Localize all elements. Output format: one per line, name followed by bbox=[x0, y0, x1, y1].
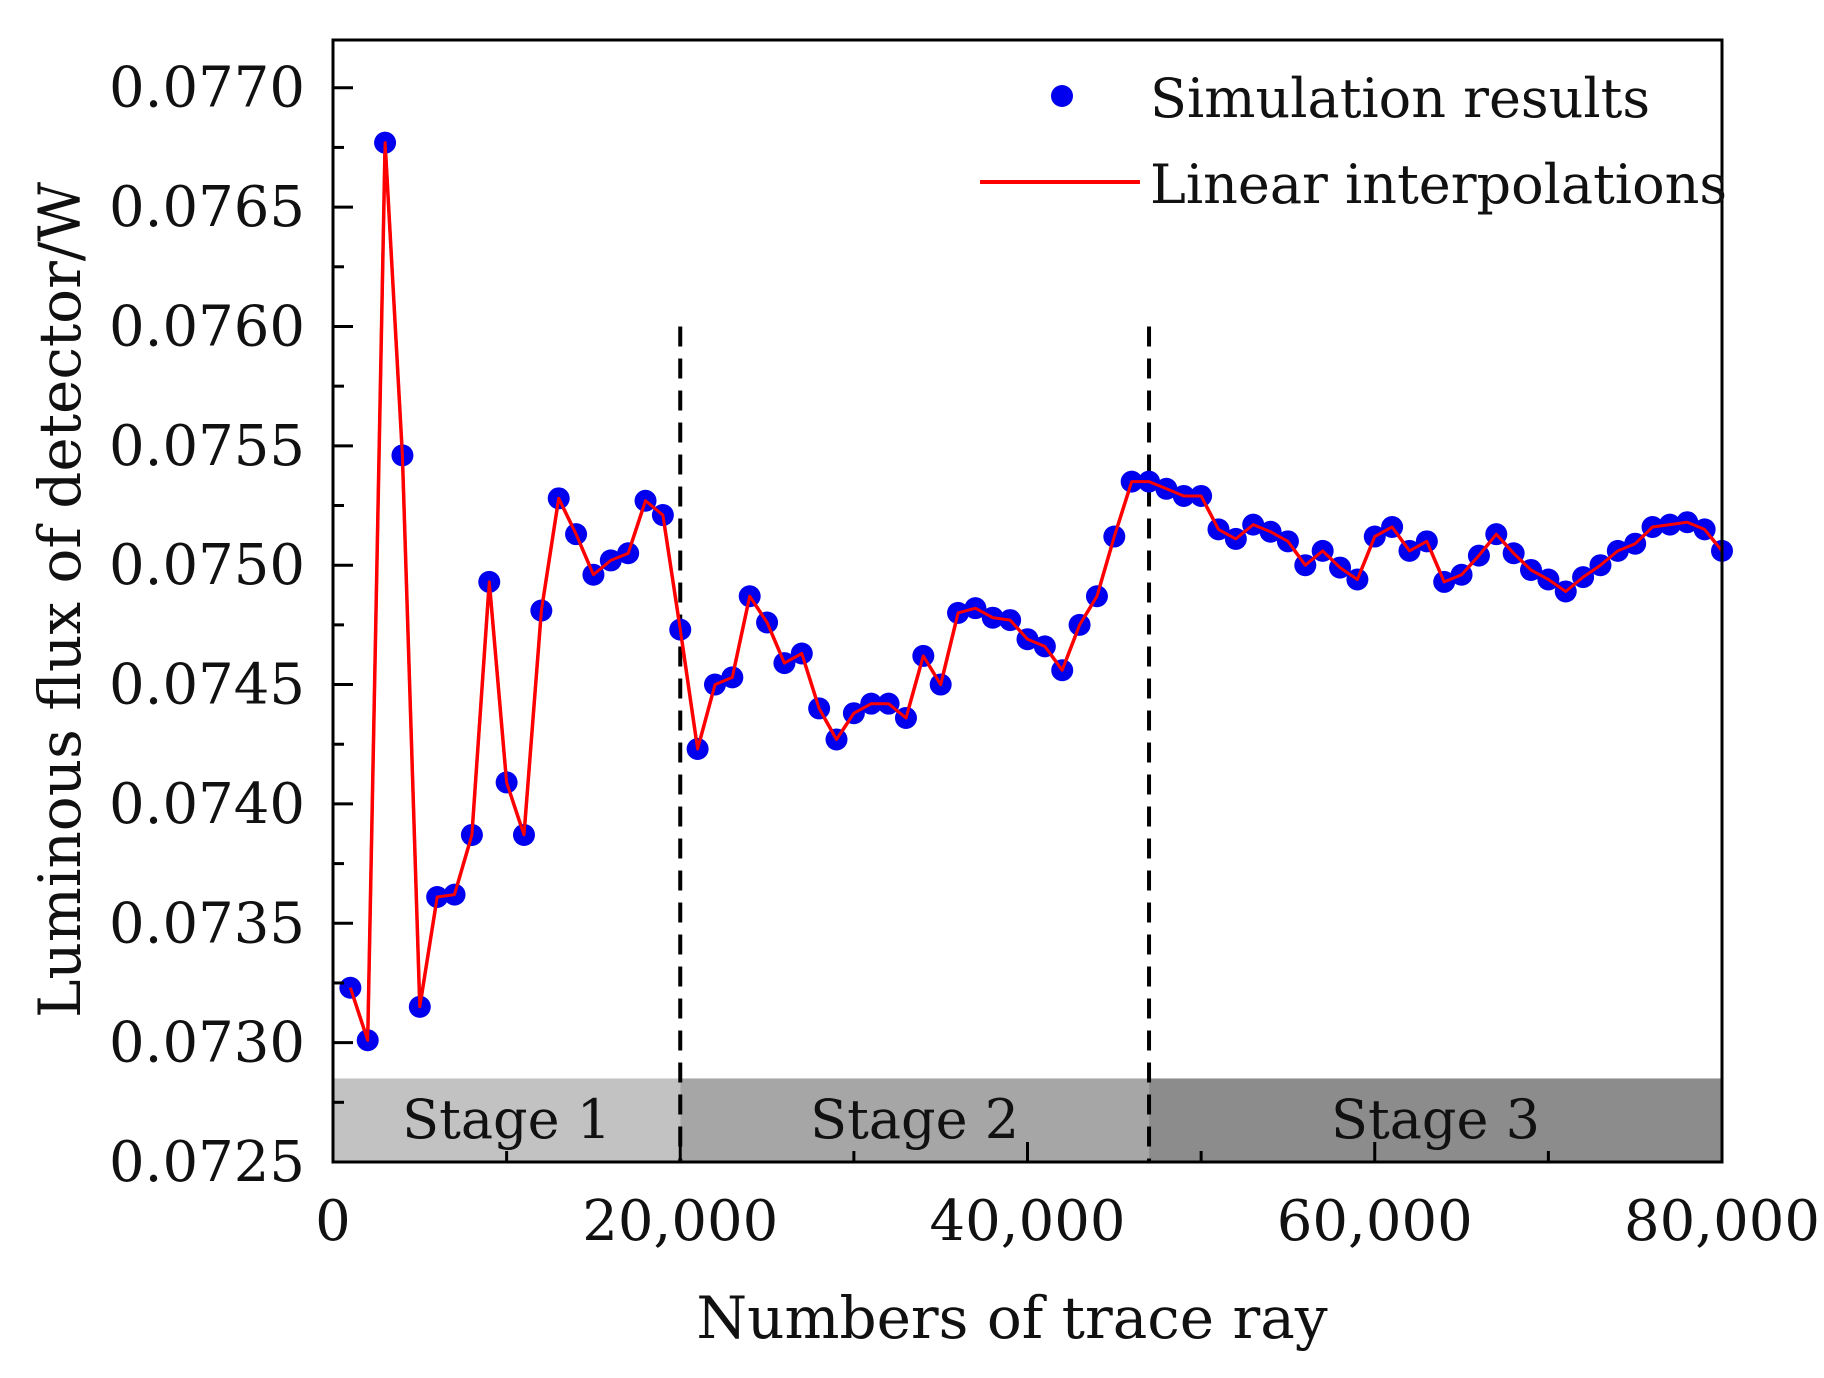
y-tick-label: 0.0730 bbox=[109, 1011, 305, 1076]
stage-label-2: Stage 2 bbox=[810, 1088, 1019, 1151]
legend-label-linear-interpolations: Linear interpolations bbox=[1150, 153, 1727, 216]
stage-bands: Stage 1 Stage 2 Stage 3 bbox=[333, 1078, 1722, 1162]
y-tick-label: 0.0765 bbox=[109, 175, 305, 240]
y-tick-label: 0.0740 bbox=[109, 772, 305, 837]
y-tick-label: 0.0745 bbox=[109, 653, 305, 718]
x-tick-label: 40,000 bbox=[930, 1189, 1126, 1254]
stage-band-2 bbox=[680, 1078, 1150, 1162]
stage-label-1: Stage 1 bbox=[402, 1088, 611, 1151]
series-line-overlay bbox=[348, 141, 1724, 1042]
y-tick-label: 0.0770 bbox=[109, 56, 305, 121]
legend-marker-simulation-results bbox=[1051, 85, 1073, 107]
y-tick-label: 0.0750 bbox=[109, 533, 305, 598]
y-tick-label: 0.0735 bbox=[109, 891, 305, 956]
axes: 0.0725 0.0730 0.0735 0.0740 0.0745 0.0750 0.07… bbox=[109, 38, 1820, 1254]
series-layer bbox=[339, 131, 1733, 1052]
y-axis-title: Luminous flux of detector/W bbox=[26, 182, 94, 1018]
x-tick-label: 60,000 bbox=[1277, 1189, 1473, 1254]
stage-label-3: Stage 3 bbox=[1331, 1088, 1540, 1151]
x-axis-title: Numbers of trace ray bbox=[696, 1284, 1327, 1352]
stage-dividers bbox=[678, 326, 1152, 1162]
y-tick-label: 0.0725 bbox=[109, 1130, 305, 1195]
y-tick-label: 0.0760 bbox=[109, 294, 305, 359]
stage-band-3 bbox=[1149, 1078, 1722, 1162]
legend-label-simulation-results: Simulation results bbox=[1150, 67, 1650, 130]
x-tick-label: 20,000 bbox=[582, 1189, 778, 1254]
stage-band-1 bbox=[333, 1078, 681, 1162]
y-tick-label: 0.0755 bbox=[109, 414, 305, 479]
x-tick-label: 80,000 bbox=[1624, 1189, 1820, 1254]
legend: Simulation results Linear interpolations bbox=[980, 67, 1727, 216]
x-tick-label: 0 bbox=[315, 1189, 351, 1254]
